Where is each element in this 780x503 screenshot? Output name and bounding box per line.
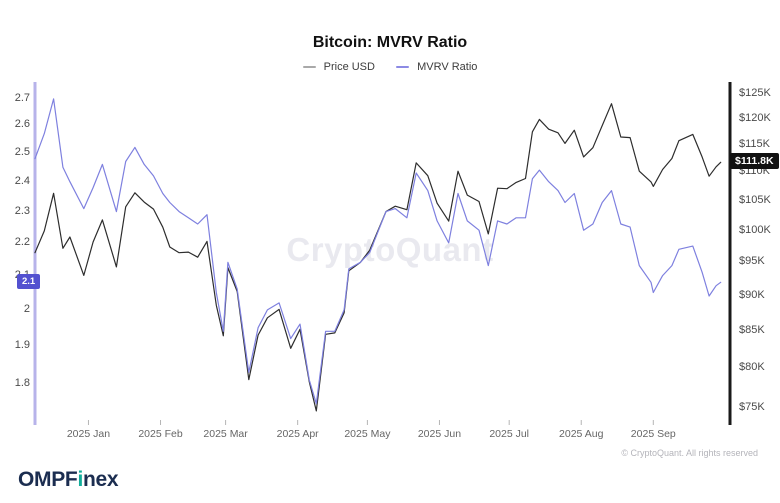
left-axis-tick-label: 1.8 xyxy=(14,376,30,389)
legend-item-mvrv-ratio[interactable]: MVRV Ratio xyxy=(396,61,477,73)
left-axis-tick-label: 1.9 xyxy=(14,338,30,351)
legend-label-price-usd: Price USD xyxy=(323,61,375,73)
mvrv-line-swatch-icon xyxy=(396,66,410,69)
legend-label-mvrv-ratio: MVRV Ratio xyxy=(417,61,478,73)
right-axis-tick-label: $75K xyxy=(739,400,765,413)
left-axis-tick-label: 2.3 xyxy=(14,204,30,217)
left-axis-tick-label: 2.4 xyxy=(14,174,30,187)
left-axis-tick-label: 2.5 xyxy=(14,146,30,159)
chart-legend: Price USD MVRV Ratio xyxy=(0,61,780,73)
chart-plot-area[interactable] xyxy=(35,85,730,420)
x-axis-tick-label: 2025 Jun xyxy=(417,428,462,440)
left-axis-tick-label: 2.2 xyxy=(14,235,30,248)
mvrv-current-value-badge: 2.1 xyxy=(17,274,41,290)
right-axis-tick-label: $105K xyxy=(739,193,771,206)
right-axis-tick-label: $90K xyxy=(739,288,765,301)
right-axis-tick-label: $85K xyxy=(739,323,765,336)
left-axis-tick-label: 2 xyxy=(23,302,30,315)
price-current-value-badge: $111.8K xyxy=(730,153,779,170)
right-axis-tick-label: $100K xyxy=(739,223,771,236)
x-axis-tick-label: 2025 Feb xyxy=(138,428,183,440)
copyright-text: © CryptoQuant. All rights reserved xyxy=(621,448,758,458)
x-axis-tick-label: 2025 Apr xyxy=(276,428,319,440)
ompfinex-logo[interactable]: OMPFinex xyxy=(18,468,119,491)
right-axis-tick-label: $115K xyxy=(739,138,770,150)
right-axis-tick-label: $80K xyxy=(739,360,765,373)
x-axis-tick-label: 2025 Mar xyxy=(203,428,248,440)
right-axis-tick-label: $120K xyxy=(739,111,771,124)
price-line-swatch-icon xyxy=(302,66,316,69)
chart-title: Bitcoin: MVRV Ratio xyxy=(312,34,468,51)
x-axis-tick-label: 2025 Jul xyxy=(489,428,530,440)
x-axis-tick-label: 2025 Aug xyxy=(559,428,604,440)
left-axis-tick-label: 2.6 xyxy=(14,118,30,131)
x-axis-tick-label: 2025 Jan xyxy=(66,428,111,440)
left-axis-tick-label: 2.7 xyxy=(14,91,30,104)
legend-item-price-usd[interactable]: Price USD xyxy=(302,61,375,73)
x-axis-tick-label: 2025 Sep xyxy=(630,428,676,440)
right-axis-tick-label: $125K xyxy=(739,86,771,99)
x-axis-tick-label: 2025 May xyxy=(344,428,391,440)
right-axis-tick-label: $95K xyxy=(739,255,765,268)
mvrv-line xyxy=(34,98,722,405)
